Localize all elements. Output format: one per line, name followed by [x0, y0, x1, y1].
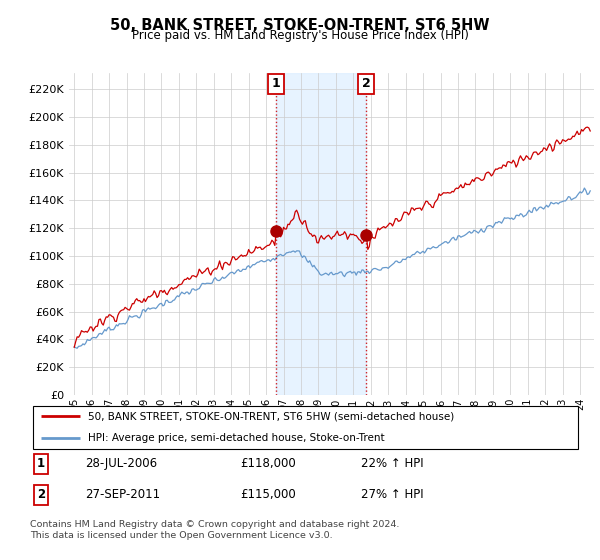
Text: Contains HM Land Registry data © Crown copyright and database right 2024.
This d: Contains HM Land Registry data © Crown c…	[30, 520, 400, 540]
Text: 28-JUL-2006: 28-JUL-2006	[85, 457, 157, 470]
Text: £118,000: £118,000	[240, 457, 296, 470]
Text: 2: 2	[362, 77, 371, 90]
Text: HPI: Average price, semi-detached house, Stoke-on-Trent: HPI: Average price, semi-detached house,…	[88, 433, 385, 443]
Text: 27% ↑ HPI: 27% ↑ HPI	[361, 488, 424, 501]
Text: £115,000: £115,000	[240, 488, 296, 501]
Text: 27-SEP-2011: 27-SEP-2011	[85, 488, 160, 501]
Text: 50, BANK STREET, STOKE-ON-TRENT, ST6 5HW (semi-detached house): 50, BANK STREET, STOKE-ON-TRENT, ST6 5HW…	[88, 412, 454, 421]
Text: 2: 2	[37, 488, 45, 501]
Text: 22% ↑ HPI: 22% ↑ HPI	[361, 457, 424, 470]
Text: 1: 1	[272, 77, 280, 90]
Bar	[276, 73, 366, 395]
FancyBboxPatch shape	[33, 406, 578, 450]
Text: 1: 1	[37, 457, 45, 470]
Text: 50, BANK STREET, STOKE-ON-TRENT, ST6 5HW: 50, BANK STREET, STOKE-ON-TRENT, ST6 5HW	[110, 18, 490, 33]
Text: Price paid vs. HM Land Registry's House Price Index (HPI): Price paid vs. HM Land Registry's House …	[131, 29, 469, 42]
